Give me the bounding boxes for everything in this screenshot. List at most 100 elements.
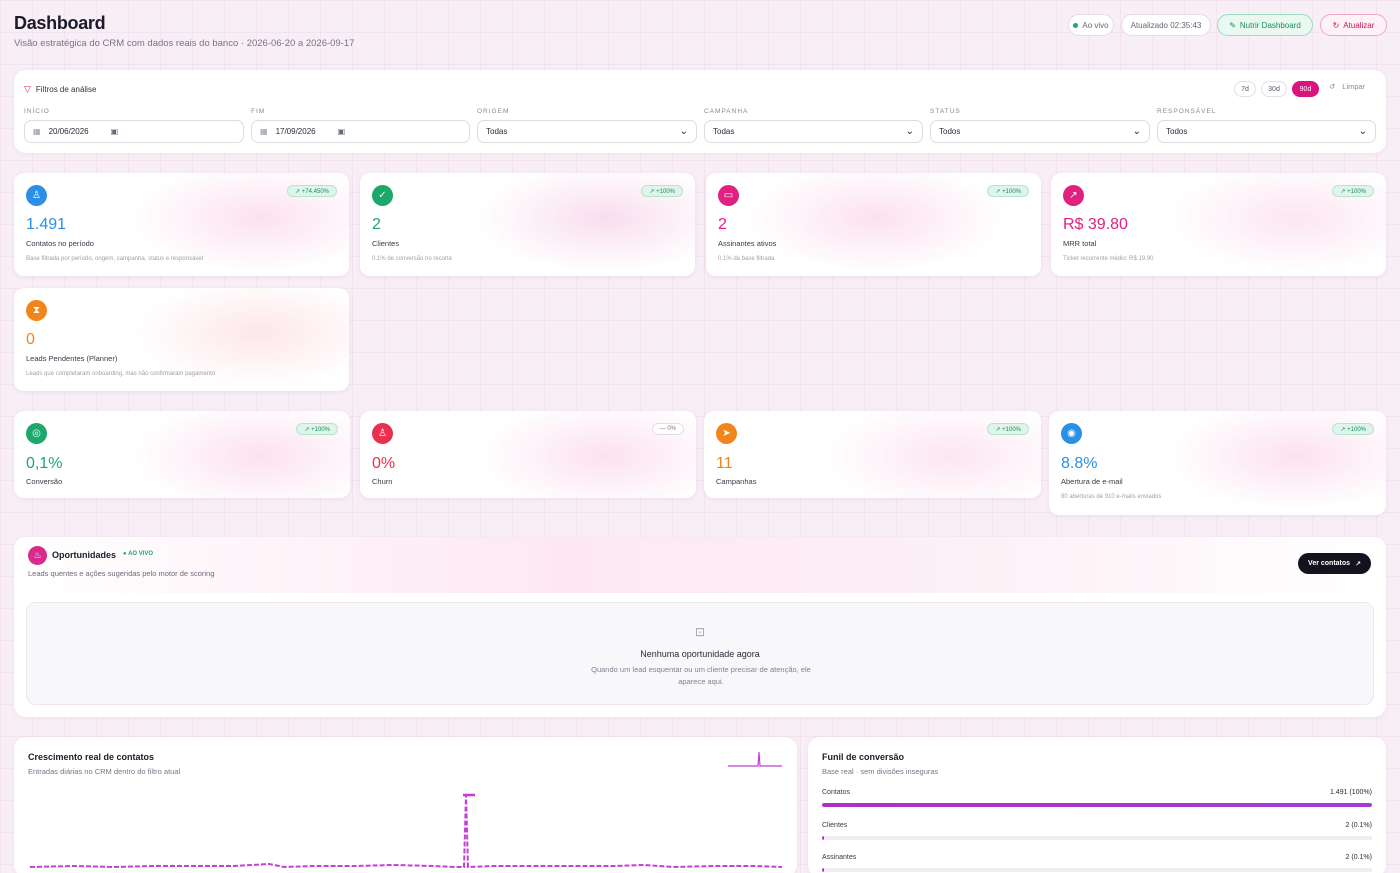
calendar-picker-icon[interactable]: ▣ — [337, 127, 346, 136]
owner-select[interactable]: Todos ⌄ — [1157, 120, 1376, 143]
growth-subtitle: Entradas diárias no CRM dentro do filtro… — [28, 767, 181, 776]
funnel-row-label: Contatos — [822, 789, 851, 796]
status-value: Todos — [939, 127, 961, 136]
trend-up-icon: ↗ — [1063, 185, 1084, 206]
range-30d-button[interactable]: 30d — [1261, 81, 1287, 97]
page-subtitle: Visão estratégica do CRM com dados reais… — [14, 38, 355, 49]
owner-label: RESPONSÁVEL — [1157, 108, 1217, 115]
metric-badge: ↗ +100% — [296, 423, 338, 435]
range-90d-button[interactable]: 90d — [1292, 81, 1319, 97]
last-updated-pill: Atualizado 02:35:43 — [1121, 14, 1211, 36]
metric-value: 8.8% — [1061, 455, 1098, 472]
filters-title: ▽ Filtros de análise — [24, 84, 96, 95]
view-contacts-label: Ver contatos — [1308, 560, 1351, 567]
kpi-value: 1.491 — [26, 216, 67, 233]
kpi-hint: Ticket recorrente médio: R$ 19.90 — [1063, 256, 1154, 262]
view-contacts-button[interactable]: Ver contatos ↗ — [1298, 553, 1371, 574]
end-date-label: FIM — [251, 108, 266, 115]
metric-label: Conversão — [26, 477, 63, 486]
calendar-icon: ▦ — [33, 127, 41, 136]
funnel-bar-fill — [822, 868, 825, 872]
target-icon: ◎ — [26, 423, 47, 444]
status-label: STATUS — [930, 108, 961, 115]
metric-value: 0% — [372, 455, 396, 472]
chevron-down-icon: ⌄ — [1132, 126, 1141, 137]
kpi-badge: ↗ +100% — [641, 185, 683, 197]
kpi-value: 2 — [718, 216, 727, 233]
opportunities-live-badge: ● AO VIVO — [123, 551, 154, 557]
growth-line-chart — [29, 793, 783, 869]
empty-state-description: Quando um lead esquentar ou um cliente p… — [591, 665, 811, 686]
funnel-bar-track — [822, 803, 1372, 807]
metric-card-conversion: ◎ ↗ +100% 0,1% Conversão — [14, 411, 350, 498]
kpi-hint: 0.1% de conversão no recorte — [372, 256, 453, 262]
owner-value: Todos — [1166, 127, 1188, 136]
filter-icon: ▽ — [24, 84, 31, 94]
growth-sparkline — [728, 751, 782, 767]
metric-value: 11 — [716, 455, 733, 472]
kpi-label: Contatos no período — [26, 239, 94, 248]
funnel-row-label: Clientes — [822, 822, 848, 829]
end-date-value: 17/09/2026 — [275, 127, 316, 136]
kpi-badge: ↗ +100% — [987, 185, 1029, 197]
kpi-value: R$ 39.80 — [1063, 216, 1128, 233]
kpi-card-contacts: ♙ ↗ +74.450% 1.491 Contatos no período B… — [14, 173, 349, 276]
sprout-icon: ✎ — [1229, 20, 1236, 30]
eye-icon: ◉ — [1061, 423, 1082, 444]
chevron-down-icon: ⌄ — [679, 126, 688, 137]
origin-select[interactable]: Todas ⌄ — [477, 120, 697, 143]
user-icon: ♙ — [26, 185, 47, 206]
status-select[interactable]: Todos ⌄ — [930, 120, 1150, 143]
metric-badge: ↗ +100% — [1332, 423, 1374, 435]
campaign-value: Todas — [713, 127, 735, 136]
refresh-label: Atualizar — [1343, 20, 1375, 30]
user-check-icon: ✓ — [372, 185, 393, 206]
inbox-icon: ⊡ — [694, 625, 706, 639]
refresh-button[interactable]: ↻ Atualizar — [1320, 14, 1387, 36]
opportunities-title: Oportunidades — [52, 550, 117, 560]
opportunities-subtitle: Leads quentes e ações sugeridas pelo mot… — [28, 569, 215, 578]
campaign-label: CAMPANHA — [704, 108, 749, 115]
kpi-value: 2 — [372, 216, 381, 233]
origin-label: ORIGEM — [477, 108, 510, 115]
calendar-picker-icon[interactable]: ▣ — [110, 127, 119, 136]
end-date-input[interactable]: ▦ 17/09/2026 ▣ — [251, 120, 470, 143]
funnel-subtitle: Base real · sem divisões inseguras — [822, 767, 939, 776]
metric-hint: 80 aberturas de 910 e-mails enviados — [1061, 494, 1162, 500]
funnel-title: Funil de conversão — [822, 752, 905, 762]
calendar-icon: ▦ — [260, 127, 268, 136]
kpi-hint: Base filtrada por período, origem, campa… — [26, 256, 204, 262]
chevron-down-icon: ⌄ — [1358, 126, 1367, 137]
kpi-card-pending-leads: ⧗ 0 Leads Pendentes (Planner) Leads que … — [14, 288, 349, 391]
metric-label: Churn — [372, 477, 393, 486]
kpi-badge: ↗ +74.450% — [287, 185, 337, 197]
funnel-bar-track — [822, 836, 1372, 840]
funnel-row-value: 2 (0.1%) — [1345, 822, 1372, 829]
kpi-label: Assinantes ativos — [718, 239, 777, 248]
user-minus-icon: ♙ — [372, 423, 393, 444]
start-date-value: 20/06/2026 — [48, 127, 89, 136]
start-date-label: INÍCIO — [24, 108, 50, 115]
origin-value: Todas — [486, 127, 508, 136]
opportunities-panel: ♨ Oportunidades ● AO VIVO Leads quentes … — [14, 537, 1386, 717]
funnel-bar-fill — [822, 836, 825, 840]
campaign-select[interactable]: Todas ⌄ — [704, 120, 923, 143]
metric-card-campaigns: ➤ ↗ +100% 11 Campanhas — [704, 411, 1041, 498]
card-icon: ▭ — [718, 185, 739, 206]
opportunities-empty-state: ⊡ Nenhuma oportunidade agora Quando um l… — [26, 602, 1374, 705]
feed-dashboard-button[interactable]: ✎ Nutrir Dashboard — [1217, 14, 1313, 36]
clear-filters-button[interactable]: ↺ Limpar — [1329, 82, 1365, 91]
range-7d-button[interactable]: 7d — [1234, 81, 1256, 97]
megaphone-icon: ➤ — [716, 423, 737, 444]
contacts-growth-panel: Crescimento real de contatos Entradas di… — [14, 737, 797, 873]
start-date-input[interactable]: ▦ 20/06/2026 ▣ — [24, 120, 244, 143]
kpi-label: Leads Pendentes (Planner) — [26, 354, 118, 363]
funnel-row-label: Assinantes — [822, 854, 857, 861]
kpi-label: Clientes — [372, 239, 400, 248]
metric-label: Abertura de e-mail — [1061, 477, 1123, 486]
metric-badge: — 0% — [651, 423, 684, 435]
kpi-card-subscribers: ▭ ↗ +100% 2 Assinantes ativos 0.1% da ba… — [706, 173, 1041, 276]
filters-panel: ▽ Filtros de análise 7d 30d 90d ↺ Limpar… — [14, 70, 1386, 153]
kpi-label: MRR total — [1063, 239, 1097, 248]
empty-state-title: Nenhuma oportunidade agora — [640, 649, 760, 659]
